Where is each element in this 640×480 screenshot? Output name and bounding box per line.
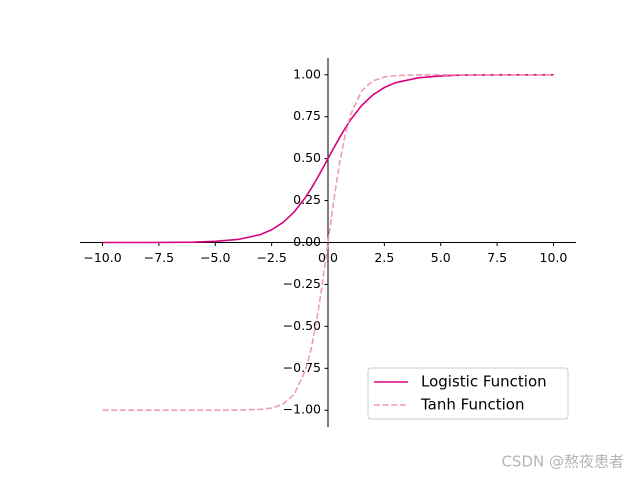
x-tick-label: −2.5	[256, 250, 286, 265]
y-tick-label: 1.00	[293, 66, 321, 81]
x-tick-label: −5.0	[200, 250, 230, 265]
series-line	[102, 73, 554, 412]
x-tick-label: −10.0	[83, 250, 121, 265]
y-tick-label: 0.75	[293, 108, 321, 123]
y-tick-label: −0.75	[283, 360, 321, 375]
legend: Logistic Function Tanh Function	[367, 367, 569, 420]
legend-label: Tanh Function	[420, 396, 524, 414]
x-tick-label: 5.0	[431, 250, 451, 265]
legend-box	[367, 367, 569, 420]
x-tick-label: 0.0	[318, 250, 338, 265]
watermark: CSDN @熬夜患者	[501, 453, 624, 471]
x-tick-label: 2.5	[374, 250, 394, 265]
y-tick-label: 0.50	[293, 150, 321, 165]
y-tick-label: 0.00	[293, 234, 321, 249]
legend-label: Logistic Function	[421, 373, 547, 391]
y-tick-label: −0.25	[283, 276, 321, 291]
x-tick-label: 10.0	[540, 250, 568, 265]
y-tick-label: −0.50	[283, 318, 321, 333]
series-line	[102, 73, 554, 244]
y-tick-label: −1.00	[283, 402, 321, 417]
x-tick-label: −7.5	[144, 250, 174, 265]
x-tick-label: 7.5	[487, 250, 507, 265]
